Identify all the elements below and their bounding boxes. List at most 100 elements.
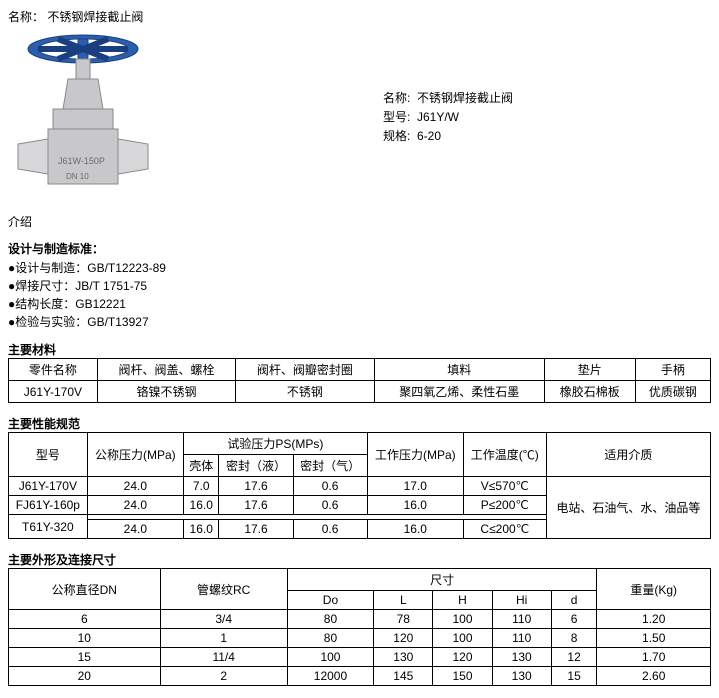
perf-cell: 16.0 [183,520,218,539]
materials-cell: J61Y-170V [9,381,98,403]
materials-header: 零件名称 [9,359,98,381]
materials-cell: 优质碳钢 [635,381,710,403]
meta-model-value: J61Y/W [417,110,459,124]
perf-cell: T61Y-320 [9,515,88,539]
perf-cell: V≤570℃ [463,477,546,496]
dims-col-d: d [551,591,597,610]
materials-cell: 橡胶石棉板 [544,381,635,403]
perf-cell: 17.0 [367,477,463,496]
perf-col-wt: 工作温度(℃) [463,433,546,477]
standard-item: ●焊接尺寸：JB/T 1751-75 [8,277,711,295]
perf-cell: 0.6 [293,477,367,496]
perf-cell: C≤200℃ [463,520,546,539]
perf-col-shell: 壳体 [183,455,218,477]
perf-heading: 主要性能规范 [8,415,711,432]
table-row: J61Y-170V 铬镍不锈钢 不锈钢 聚四氧乙烯、柔性石墨 橡胶石棉板 优质碳… [9,381,711,403]
dims-cell: 12 [551,648,597,667]
dims-cell: 6 [551,610,597,629]
dims-col-weight: 重量(Kg) [597,569,711,610]
perf-col-pn: 公称压力(MPa) [87,433,183,477]
dims-cell: 145 [374,667,433,686]
dims-cell: 130 [492,667,551,686]
table-row: 20 2 12000 145 150 130 15 2.60 [9,667,711,686]
perf-cell: 7.0 [183,477,218,496]
dims-cell: 11/4 [160,648,287,667]
meta-spec-value: 6-20 [417,129,441,143]
title-label: 名称： [8,10,44,24]
dims-cell: 2.60 [597,667,711,686]
title-value: 不锈钢焊接截止阀 [47,10,143,24]
perf-col-liq: 密封（液） [219,455,293,477]
table-row: J61Y-170V 24.0 7.0 17.6 0.6 17.0 V≤570℃ … [9,477,711,496]
dims-cell: 150 [433,667,492,686]
dims-cell: 1.20 [597,610,711,629]
dims-cell: 130 [492,648,551,667]
standard-item: ●设计与制造：GB/T12223-89 [8,259,711,277]
perf-col-wp: 工作压力(MPa) [367,433,463,477]
page-title: 名称： 不锈钢焊接截止阀 [8,8,711,25]
standards-list: ●设计与制造：GB/T12223-89 ●焊接尺寸：JB/T 1751-75 ●… [8,259,711,331]
dims-cell: 78 [374,610,433,629]
product-image: J61W-150P DN 10 [8,29,183,209]
dims-col-do: Do [287,591,373,610]
dims-cell: 100 [287,648,373,667]
perf-cell: 0.6 [293,520,367,539]
dims-cell: 80 [287,610,373,629]
perf-cell: 17.6 [219,477,293,496]
perf-cell: 24.0 [87,477,183,496]
perf-cell: FJ61Y-160p [9,496,88,515]
dims-cell: 2 [160,667,287,686]
perf-cell: 24.0 [87,496,183,515]
intro-heading: 介绍 [8,213,711,230]
perf-col-gas: 密封（气） [293,455,367,477]
dims-cell: 20 [9,667,161,686]
table-row: 15 11/4 100 130 120 130 12 1.70 [9,648,711,667]
materials-cell: 聚四氧乙烯、柔性石墨 [374,381,544,403]
perf-cell: 17.6 [219,520,293,539]
perf-cell: J61Y-170V [9,477,88,496]
standard-item: ●检验与实验：GB/T13927 [8,313,711,331]
perf-cell: 24.0 [87,520,183,539]
header-row: J61W-150P DN 10 名称:不锈钢焊接截止阀 型号:J61Y/W 规格… [8,29,711,209]
svg-text:DN 10: DN 10 [66,172,89,181]
perf-medium-cell: 电站、石油气、水、油品等 [546,477,710,539]
standard-item: ●结构长度：GB12221 [8,295,711,313]
perf-cell: 16.0 [367,496,463,515]
dims-heading: 主要外形及连接尺寸 [8,551,711,568]
perf-col-model: 型号 [9,433,88,477]
meta-name-value: 不锈钢焊接截止阀 [417,91,513,105]
dims-cell: 1.70 [597,648,711,667]
materials-header: 手柄 [635,359,710,381]
table-row: 零件名称 阀杆、阀盖、螺栓 阀杆、阀瓣密封圈 填料 垫片 手柄 [9,359,711,381]
perf-col-medium: 适用介质 [546,433,710,477]
dims-cell: 3/4 [160,610,287,629]
dims-cell: 12000 [287,667,373,686]
dims-cell: 15 [9,648,161,667]
perf-cell: P≤200℃ [463,496,546,515]
materials-header: 垫片 [544,359,635,381]
perf-table: 型号 公称压力(MPa) 试验压力PS(MPs) 工作压力(MPa) 工作温度(… [8,432,711,539]
materials-cell: 不锈钢 [236,381,374,403]
dims-cell: 120 [433,648,492,667]
materials-header: 阀杆、阀瓣密封圈 [236,359,374,381]
dims-col-rc: 管螺纹RC [160,569,287,610]
materials-table: 零件名称 阀杆、阀盖、螺栓 阀杆、阀瓣密封圈 填料 垫片 手柄 J61Y-170… [8,358,711,403]
materials-header: 阀杆、阀盖、螺栓 [97,359,235,381]
perf-cell: 17.6 [219,496,293,515]
dims-cell: 100 [433,610,492,629]
dims-col-hi: Hi [492,591,551,610]
dims-col-size: 尺寸 [287,569,597,591]
dims-cell: 15 [551,667,597,686]
perf-cell: 0.6 [293,496,367,515]
table-row: 6 3/4 80 78 100 110 6 1.20 [9,610,711,629]
dims-col-h: H [433,591,492,610]
dims-table: 公称直径DN 管螺纹RC 尺寸 重量(Kg) Do L H Hi d 6 3/4… [8,568,711,686]
table-row: 公称直径DN 管螺纹RC 尺寸 重量(Kg) [9,569,711,591]
meta-block: 名称:不锈钢焊接截止阀 型号:J61Y/W 规格:6-20 [383,89,513,147]
table-row: 型号 公称压力(MPa) 试验压力PS(MPs) 工作压力(MPa) 工作温度(… [9,433,711,455]
dims-cell: 130 [374,648,433,667]
dims-col-l: L [374,591,433,610]
meta-model-label: 型号: [383,108,417,127]
meta-spec-label: 规格: [383,127,417,146]
dims-cell: 6 [9,610,161,629]
